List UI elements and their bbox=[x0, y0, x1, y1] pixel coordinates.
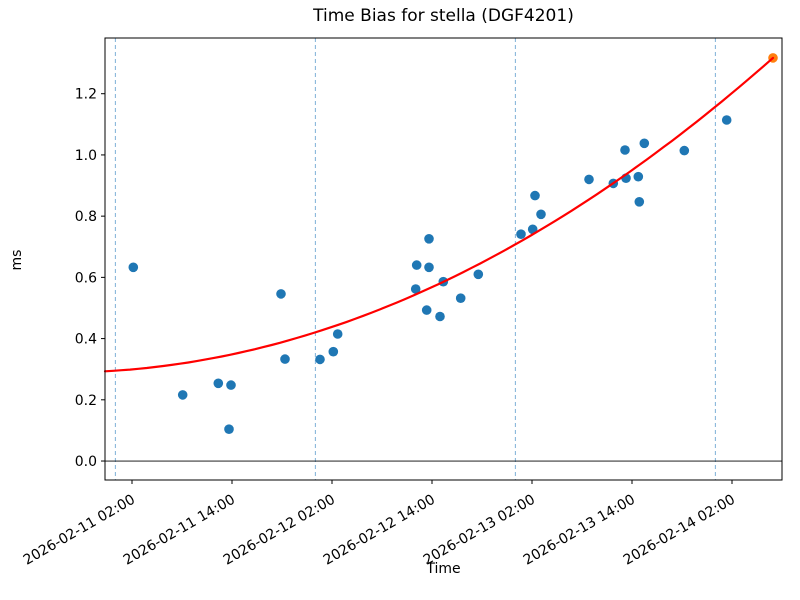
measured-bias-point bbox=[516, 229, 526, 239]
measured-bias-point bbox=[473, 269, 484, 280]
axes-frame bbox=[104, 37, 783, 481]
measured-bias-point bbox=[276, 289, 286, 299]
measured-bias-point bbox=[679, 145, 690, 156]
x-tick-label: 2026-02-14 02:00 bbox=[621, 492, 738, 569]
x-tick-label: 2026-02-13 14:00 bbox=[521, 492, 638, 569]
y-tick-label: 0.4 bbox=[75, 332, 97, 348]
measured-bias-point bbox=[455, 293, 466, 304]
measured-bias-point bbox=[620, 145, 630, 155]
measured-bias-point bbox=[721, 115, 732, 125]
y-tick-label: 0.2 bbox=[75, 393, 97, 409]
measured-bias-point bbox=[226, 380, 236, 390]
measured-bias-point bbox=[527, 224, 538, 235]
y-tick-label: 0.0 bbox=[75, 454, 97, 470]
measured-bias-point bbox=[280, 354, 290, 364]
chart-title: Time Bias for stella (DGF4201) bbox=[313, 6, 574, 26]
x-tick-label: 2026-02-12 14:00 bbox=[321, 492, 438, 569]
quadratic-fit-curve bbox=[103, 56, 775, 373]
x-tick-label: 2026-02-13 02:00 bbox=[421, 492, 538, 569]
x-tick-label: 2026-02-12 02:00 bbox=[221, 492, 338, 569]
measured-bias-point bbox=[633, 171, 644, 182]
y-axis-label: ms bbox=[9, 249, 25, 271]
measured-bias-point bbox=[424, 234, 434, 244]
y-tick-label: 0.8 bbox=[75, 209, 97, 225]
y-tick-label: 0.6 bbox=[75, 270, 97, 286]
measured-bias-point bbox=[536, 209, 546, 220]
y-tick-label: 1.0 bbox=[75, 148, 97, 164]
x-tick-label: 2026-02-11 02:00 bbox=[21, 492, 138, 569]
measured-bias-point bbox=[328, 346, 339, 357]
measured-bias-point bbox=[128, 262, 139, 273]
measured-bias-point bbox=[213, 378, 224, 389]
measured-bias-point bbox=[411, 260, 422, 270]
measured-bias-point bbox=[421, 305, 432, 315]
measured-bias-point bbox=[639, 138, 650, 149]
measured-bias-point bbox=[424, 262, 434, 273]
measured-bias-point bbox=[584, 174, 594, 185]
x-axis-label: Time bbox=[426, 561, 461, 577]
measured-bias-point bbox=[634, 197, 645, 207]
measured-bias-point bbox=[435, 311, 445, 322]
measured-bias-point bbox=[530, 190, 540, 201]
y-tick-label: 1.2 bbox=[75, 87, 97, 103]
measured-bias-point bbox=[332, 329, 343, 339]
measured-bias-point bbox=[177, 390, 188, 400]
measured-bias-point bbox=[410, 284, 421, 294]
measured-bias-point bbox=[315, 354, 325, 365]
measured-bias-point bbox=[224, 424, 234, 435]
x-tick-label: 2026-02-11 14:00 bbox=[121, 492, 238, 569]
